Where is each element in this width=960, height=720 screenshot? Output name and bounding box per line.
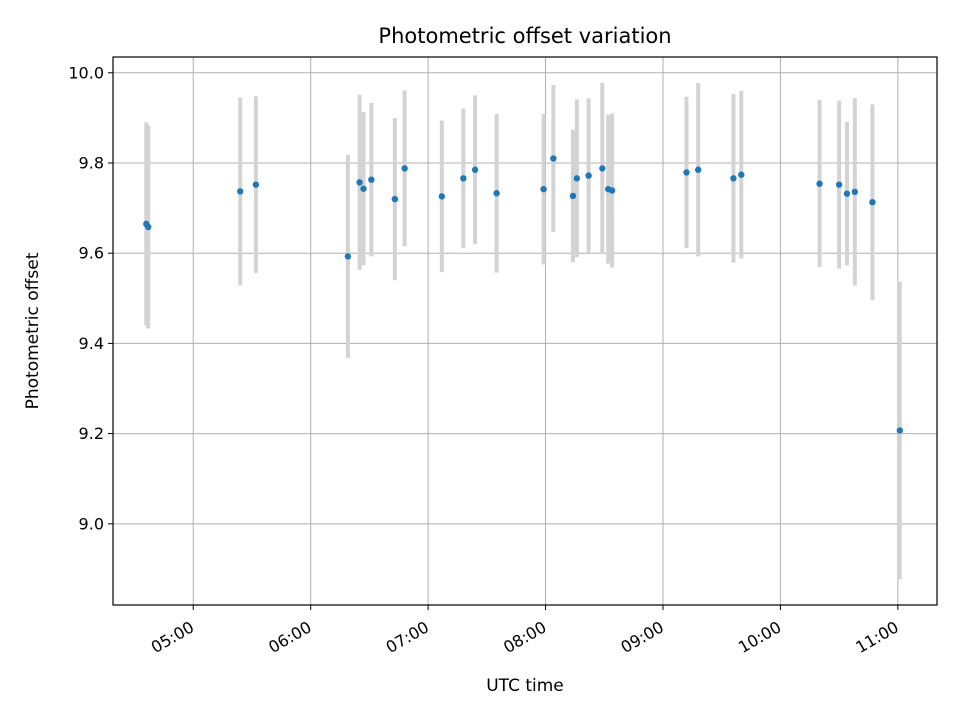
data-point [493, 190, 500, 197]
data-point [360, 185, 367, 192]
data-point [391, 195, 399, 203]
y-tick-label: 9.0 [79, 514, 104, 533]
y-axis-label: Photometric offset [23, 252, 43, 409]
x-axis-label: UTC time [486, 676, 564, 696]
y-tick-label: 9.6 [79, 244, 104, 263]
data-points [143, 155, 904, 434]
data-point [344, 253, 352, 260]
data-point [585, 172, 592, 179]
data-point [540, 185, 547, 193]
data-point [683, 169, 690, 176]
data-point [869, 199, 876, 206]
grid [113, 57, 937, 605]
data-point [569, 192, 577, 200]
data-point [608, 187, 616, 194]
data-point [738, 171, 745, 178]
data-point [730, 175, 737, 182]
data-point [843, 190, 851, 197]
data-point [550, 155, 557, 162]
y-tick-label: 9.4 [79, 334, 104, 353]
data-point [695, 166, 702, 173]
y-tick-label: 9.2 [79, 424, 104, 443]
y-tick-label: 9.8 [79, 153, 104, 172]
data-point [252, 181, 260, 188]
data-point [356, 179, 363, 186]
data-point [368, 176, 375, 183]
plot-frame [112, 56, 938, 606]
data-point [851, 188, 858, 196]
data-point [471, 166, 479, 173]
data-point [816, 180, 823, 187]
data-point [896, 427, 904, 434]
data-point [460, 175, 467, 182]
data-point [237, 188, 244, 195]
data-point [438, 193, 446, 200]
data-point [835, 181, 843, 188]
data-point [599, 165, 606, 172]
chart-title: Photometric offset variation [378, 24, 671, 48]
y-tick-label: 10.0 [68, 63, 104, 82]
data-point [573, 175, 581, 182]
data-point [145, 223, 152, 231]
data-point [401, 165, 408, 172]
